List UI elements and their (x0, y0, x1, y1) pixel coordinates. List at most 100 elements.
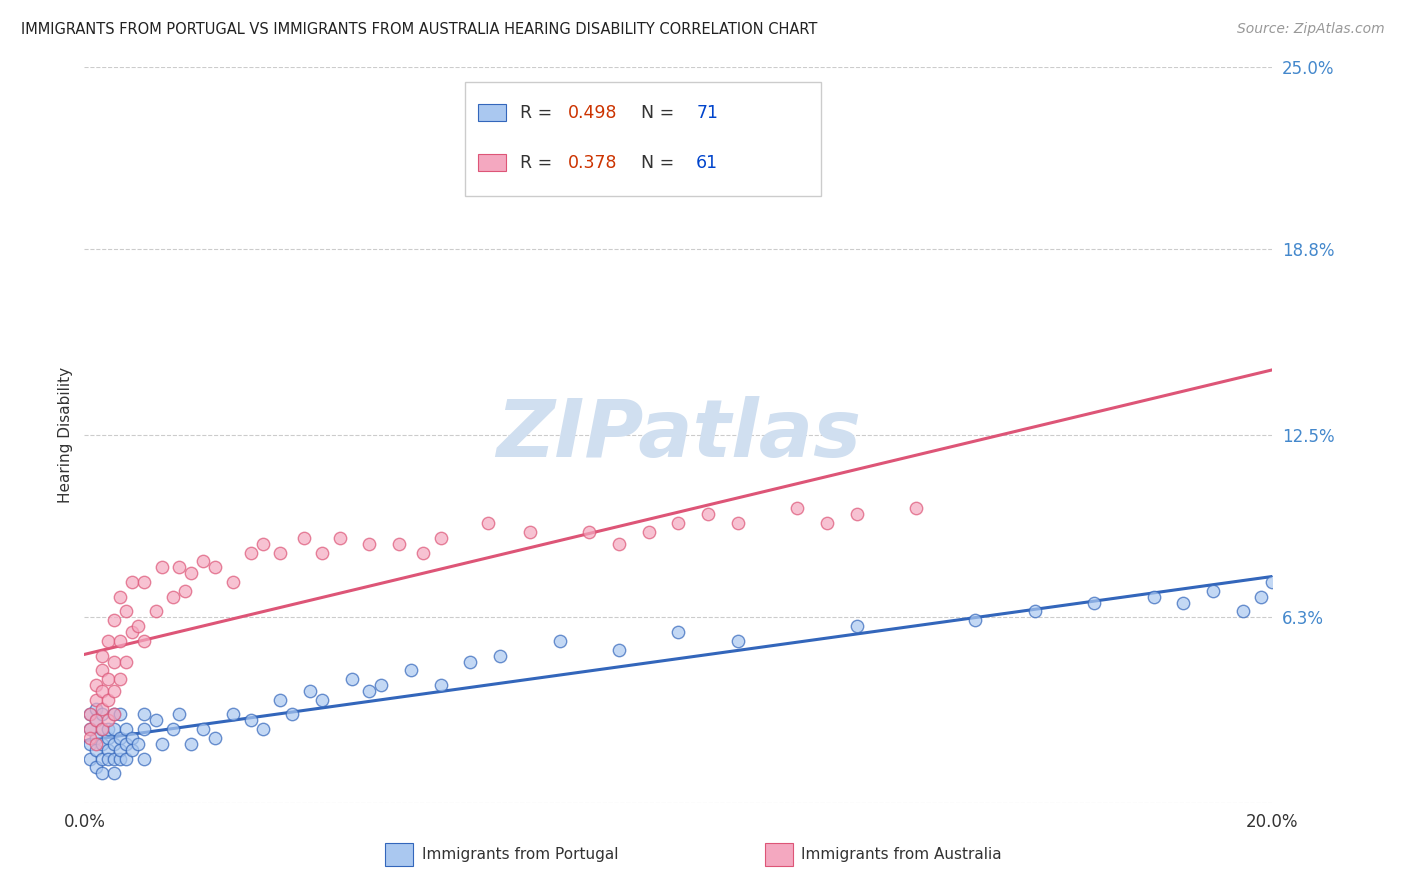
Point (548, 633, 571, 648)
Point (169, 560, 191, 574)
Point (91, 684, 114, 698)
Point (108, 707, 131, 722)
Point (132, 575, 155, 590)
Point (370, 678, 392, 692)
Point (97, 714, 120, 728)
Point (697, 508, 720, 522)
Text: 71: 71 (696, 103, 718, 121)
Point (145, 605, 167, 619)
Point (97, 723, 120, 737)
Text: 0.378: 0.378 (568, 153, 617, 171)
Point (239, 714, 262, 728)
Point (388, 537, 411, 551)
Text: N =: N = (630, 153, 679, 171)
Point (121, 743, 143, 757)
Point (815, 516, 838, 530)
Point (84, 743, 107, 757)
Point (162, 723, 184, 737)
Point (108, 751, 131, 765)
Point (477, 516, 499, 530)
Point (180, 566, 202, 581)
Point (84, 714, 107, 728)
Point (132, 751, 155, 765)
Point (121, 625, 143, 640)
Point (1173, 596, 1195, 610)
Point (269, 545, 291, 560)
Point (519, 524, 541, 539)
Point (430, 678, 453, 692)
Text: Source: ZipAtlas.com: Source: ZipAtlas.com (1237, 22, 1385, 37)
Point (180, 737, 202, 751)
Point (204, 560, 226, 574)
Point (103, 751, 125, 765)
Point (91, 723, 114, 737)
Point (132, 707, 155, 722)
Point (845, 619, 868, 633)
Point (79, 723, 101, 737)
Point (84, 678, 107, 692)
Text: N =: N = (630, 103, 679, 121)
Point (965, 613, 987, 627)
Point (84, 714, 107, 728)
Point (127, 737, 149, 751)
Point (91, 664, 114, 678)
Point (578, 524, 600, 539)
Point (204, 731, 226, 745)
Text: ZIPatlas: ZIPatlas (496, 396, 860, 474)
Point (239, 545, 262, 560)
Point (108, 590, 131, 604)
Point (329, 531, 352, 545)
Point (727, 633, 749, 648)
Point (79, 707, 101, 722)
Point (91, 766, 114, 780)
Point (222, 707, 245, 722)
Point (84, 760, 107, 774)
Point (359, 537, 381, 551)
Point (91, 751, 114, 765)
Point (115, 655, 138, 669)
Point (103, 737, 125, 751)
Text: Immigrants from Australia: Immigrants from Australia (801, 847, 1002, 862)
Point (169, 707, 191, 722)
Point (97, 633, 120, 648)
Point (252, 537, 274, 551)
Point (79, 731, 101, 745)
Y-axis label: Hearing Disability: Hearing Disability (58, 367, 73, 503)
Point (430, 531, 453, 545)
Point (905, 501, 928, 516)
Text: 0.498: 0.498 (568, 103, 617, 121)
Point (1250, 590, 1272, 604)
Point (108, 672, 131, 686)
Point (79, 707, 101, 722)
Text: 61: 61 (696, 153, 718, 171)
Point (489, 648, 512, 663)
Point (91, 737, 114, 751)
Text: R =: R = (520, 153, 558, 171)
Point (359, 684, 381, 698)
Point (1232, 605, 1254, 619)
Point (150, 560, 173, 574)
Point (97, 692, 120, 706)
Point (127, 619, 149, 633)
Point (269, 692, 291, 706)
Point (79, 723, 101, 737)
Point (399, 664, 422, 678)
Point (84, 737, 107, 751)
Point (607, 537, 630, 551)
Point (79, 737, 101, 751)
Point (668, 516, 690, 530)
Point (103, 766, 125, 780)
Point (97, 731, 120, 745)
Point (97, 743, 120, 757)
Point (311, 692, 333, 706)
FancyBboxPatch shape (478, 103, 506, 121)
Point (668, 625, 690, 640)
Point (281, 707, 304, 722)
Point (97, 751, 120, 765)
Point (103, 613, 125, 627)
Point (91, 648, 114, 663)
Point (845, 508, 868, 522)
Point (412, 545, 434, 560)
Point (115, 605, 138, 619)
Point (91, 701, 114, 715)
